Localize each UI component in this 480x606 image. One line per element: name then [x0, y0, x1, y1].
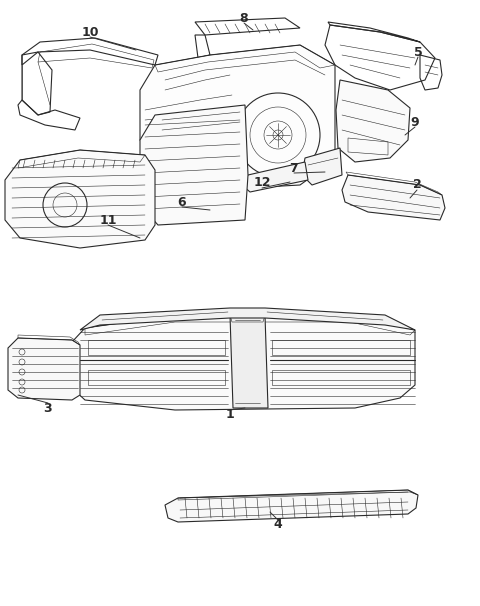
Text: 10: 10 — [81, 25, 99, 39]
Polygon shape — [302, 148, 342, 185]
Text: 6: 6 — [178, 196, 186, 208]
Polygon shape — [140, 105, 248, 225]
Text: 12: 12 — [253, 176, 271, 190]
Text: 7: 7 — [289, 162, 299, 175]
Polygon shape — [242, 162, 308, 192]
Text: 2: 2 — [413, 179, 421, 191]
Text: 4: 4 — [274, 519, 282, 531]
Text: 3: 3 — [44, 402, 52, 415]
Polygon shape — [342, 175, 445, 220]
Polygon shape — [8, 338, 80, 400]
Polygon shape — [230, 315, 268, 408]
Text: 11: 11 — [99, 213, 117, 227]
Text: 8: 8 — [240, 12, 248, 24]
Polygon shape — [5, 150, 155, 248]
Polygon shape — [140, 45, 335, 190]
Text: 1: 1 — [226, 408, 234, 422]
Polygon shape — [165, 490, 418, 522]
Text: 5: 5 — [414, 45, 422, 59]
Text: 9: 9 — [411, 116, 420, 128]
Polygon shape — [336, 80, 410, 162]
Polygon shape — [72, 315, 415, 410]
Polygon shape — [80, 308, 415, 330]
